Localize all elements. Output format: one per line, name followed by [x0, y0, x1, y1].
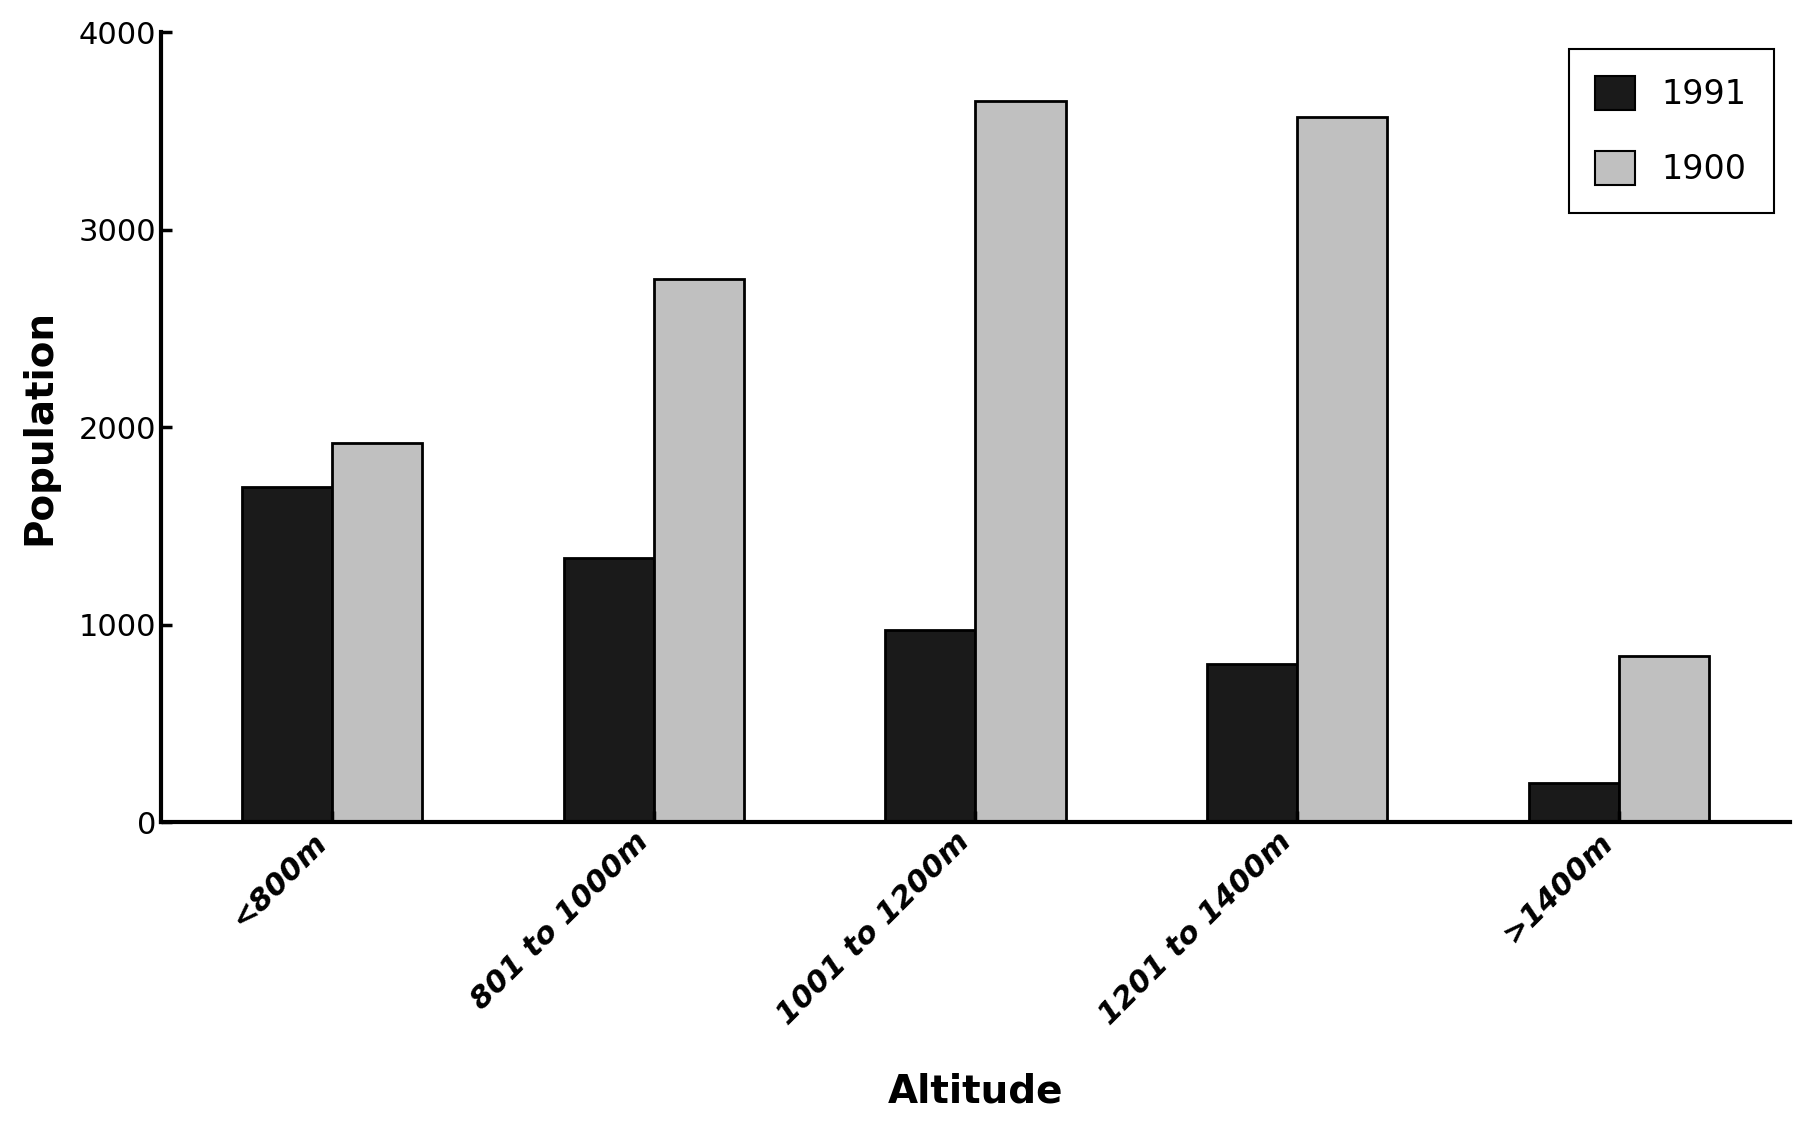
Bar: [1619, 656, 1710, 822]
Bar: [886, 630, 976, 822]
Bar: [331, 443, 422, 822]
Y-axis label: Population: Population: [22, 309, 58, 545]
Bar: [1297, 118, 1387, 822]
Bar: [1206, 664, 1297, 822]
Bar: [243, 486, 331, 822]
X-axis label: Altitude: Altitude: [887, 1072, 1063, 1111]
Legend: 1991, 1900: 1991, 1900: [1568, 49, 1773, 213]
Bar: [563, 558, 654, 822]
Bar: [976, 102, 1065, 822]
Bar: [654, 279, 744, 822]
Bar: [1528, 783, 1619, 822]
